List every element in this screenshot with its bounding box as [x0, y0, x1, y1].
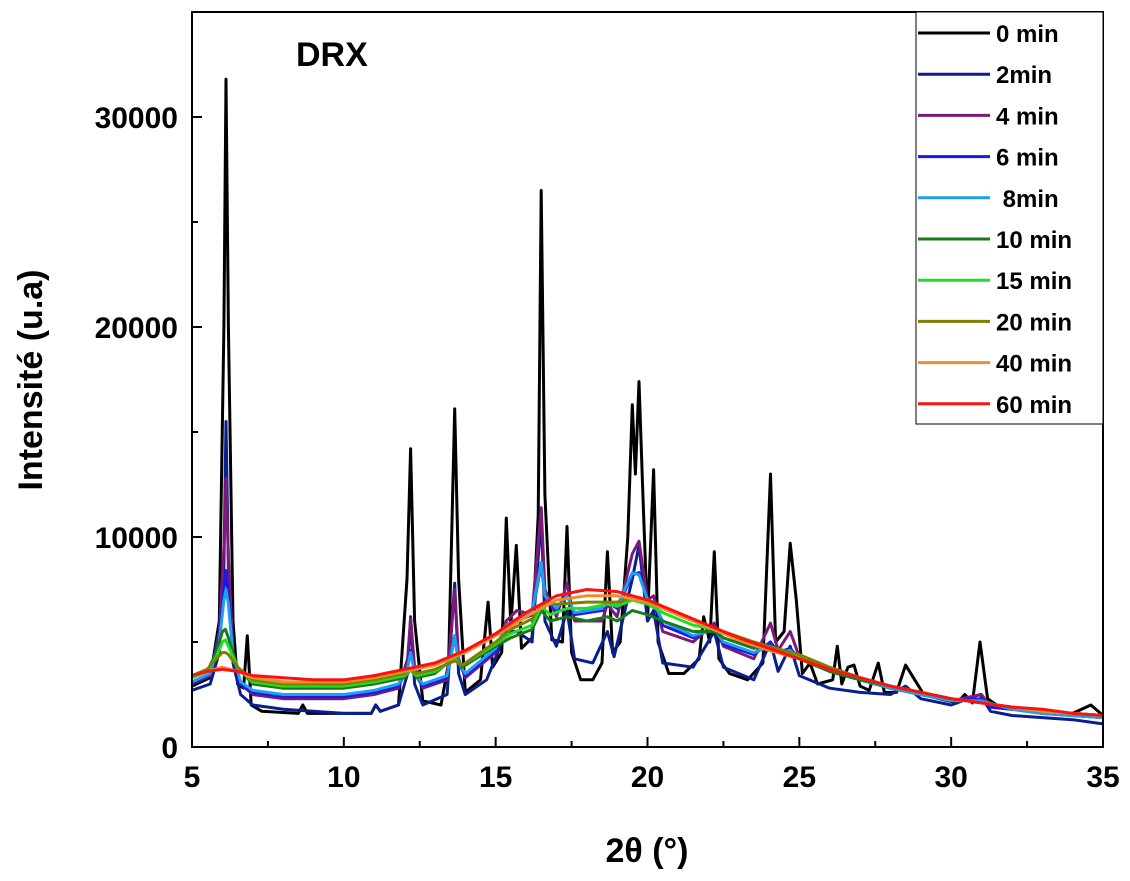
- legend-label: 60 min: [996, 392, 1072, 419]
- legend-label: 6 min: [996, 145, 1059, 172]
- legend-label: 2min: [996, 62, 1052, 89]
- x-tick-label: 15: [479, 761, 512, 794]
- series-line-9: [191, 588, 1104, 717]
- legend-label: 4 min: [996, 103, 1059, 130]
- x-tick-label: 5: [184, 761, 201, 794]
- legend-box: [915, 11, 1104, 425]
- legend: 0 min 2min 4 min 6 min 8min 10 min 15 min 20 m…: [915, 11, 1104, 425]
- chart-annotation: DRX: [296, 36, 368, 74]
- x-tick-label: 30: [934, 761, 967, 794]
- plot-area: [191, 77, 1104, 726]
- x-tick-label: 35: [1086, 761, 1119, 794]
- y-tick-label: 30000: [95, 102, 178, 135]
- series-line-1: [191, 420, 1104, 726]
- x-tick-label: 10: [327, 761, 360, 794]
- y-tick-label: 0: [161, 732, 178, 765]
- x-axis-title: 2θ (°): [606, 832, 689, 870]
- x-tick-label: 25: [783, 761, 816, 794]
- y-tick-label: 20000: [95, 312, 178, 345]
- legend-label: 40 min: [996, 351, 1072, 378]
- axes: 5 10 15 20 25 30 35 0 10000 20000 30000: [95, 102, 1120, 794]
- x-tick-label: 20: [631, 761, 664, 794]
- y-axis-title: Intensité (u.a): [12, 269, 50, 490]
- legend-label: 8min: [996, 186, 1059, 213]
- y-tick-label: 10000: [95, 522, 178, 555]
- legend-label: 10 min: [996, 227, 1072, 254]
- legend-label: 0 min: [996, 21, 1059, 48]
- legend-label: 15 min: [996, 268, 1072, 295]
- legend-label: 20 min: [996, 309, 1072, 336]
